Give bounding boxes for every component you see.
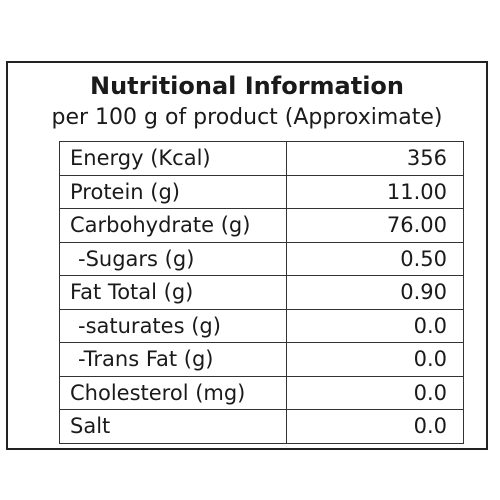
nutrient-value: 11.00	[286, 174, 464, 209]
nutrient-value: 0.0	[286, 409, 464, 444]
table-row-protein: Protein (g) 11.00	[59, 174, 464, 209]
table-row-trans-fat: -Trans Fat (g) 0.0	[59, 342, 464, 377]
nutrient-name: Salt	[59, 409, 287, 444]
nutrition-panel: Nutritional Information per 100 g of pro…	[6, 61, 488, 450]
table-row-salt: Salt 0.0	[59, 409, 464, 444]
panel-subtitle: per 100 g of product (Approximate)	[51, 105, 443, 130]
table-row-energy: Energy (Kcal) 356	[59, 141, 464, 176]
nutrient-value: 0.50	[286, 241, 464, 276]
nutrient-name: Energy (Kcal)	[59, 141, 287, 176]
nutrient-name: Fat Total (g)	[59, 275, 287, 310]
nutrient-name: Protein (g)	[59, 174, 287, 209]
nutrient-value: 0.0	[286, 375, 464, 410]
nutrient-name: -Sugars (g)	[59, 241, 287, 276]
nutrient-value: 0.0	[286, 308, 464, 343]
nutrient-name: Cholesterol (mg)	[59, 375, 287, 410]
nutrient-value: 356	[286, 141, 464, 176]
nutrient-value: 76.00	[286, 208, 464, 243]
table-row-sugars: -Sugars (g) 0.50	[59, 241, 464, 276]
panel-title: Nutritional Information	[89, 72, 404, 100]
nutrient-value: 0.90	[286, 275, 464, 310]
nutrient-name: Carbohydrate (g)	[59, 208, 287, 243]
table-row-carbohydrate: Carbohydrate (g) 76.00	[59, 208, 464, 243]
table-row-saturates: -saturates (g) 0.0	[59, 308, 464, 343]
nutrient-value: 0.0	[286, 342, 464, 377]
nutrition-table: Energy (Kcal) 356 Protein (g) 11.00 Carb…	[59, 141, 464, 444]
table-row-cholesterol: Cholesterol (mg) 0.0	[59, 375, 464, 410]
nutrient-name: -saturates (g)	[59, 308, 287, 343]
table-row-fat-total: Fat Total (g) 0.90	[59, 275, 464, 310]
nutrient-name: -Trans Fat (g)	[59, 342, 287, 377]
